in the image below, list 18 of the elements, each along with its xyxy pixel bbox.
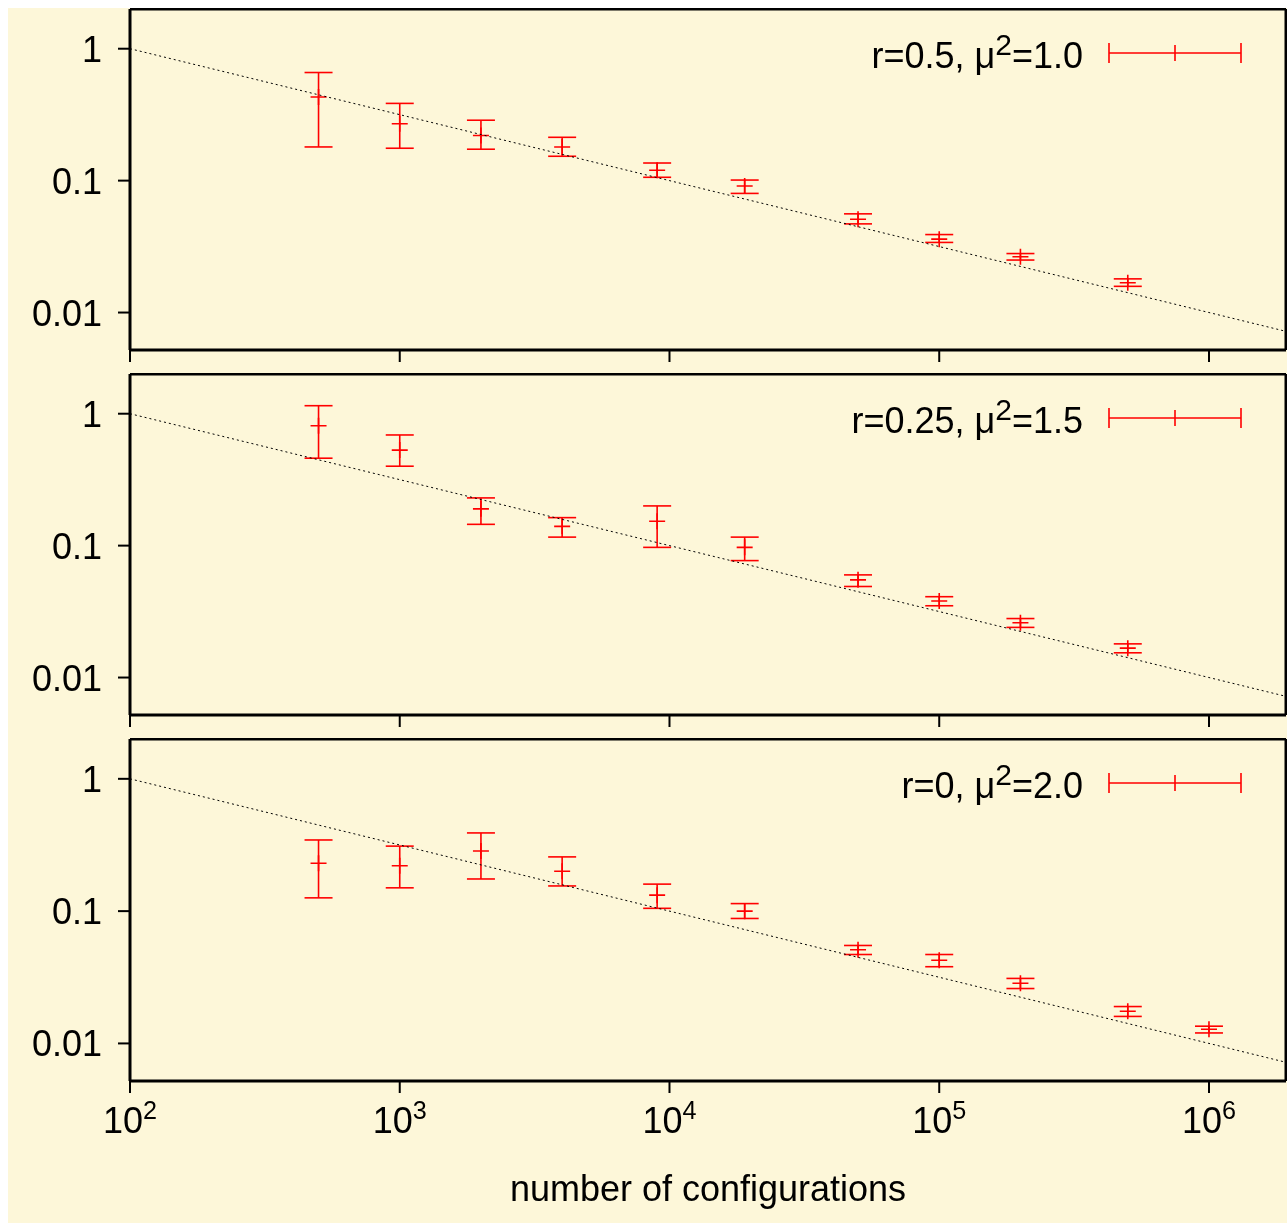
y-tick-label: 1 [81, 393, 102, 435]
y-tick-label: 0.1 [51, 160, 102, 202]
legend-label: r=0.25, μ$^{2}$=1.5 [851, 393, 1083, 442]
legend-label: r=0.5, μ$^{2}$=1.0 [871, 28, 1083, 77]
y-tick-label: 1 [81, 28, 102, 70]
y-tick-label: 0.01 [31, 1023, 102, 1065]
y-tick-label: 0.1 [51, 891, 102, 933]
x-tick-label: 10$^{2}$ [102, 1096, 158, 1141]
legend-label: r=0, μ$^{2}$=2.0 [901, 758, 1083, 807]
y-tick-label: 1 [81, 758, 102, 800]
x-tick-label: 10$^{4}$ [642, 1096, 697, 1141]
y-tick-label: 0.01 [31, 657, 102, 699]
x-axis-title: number of configurations [509, 1168, 907, 1209]
y-tick-label: 0.1 [51, 525, 102, 567]
x-tick-label: 10$^{3}$ [372, 1096, 427, 1141]
y-tick-label: 0.01 [31, 292, 102, 334]
x-tick-label: 10$^{5}$ [912, 1096, 967, 1141]
x-tick-label: 10$^{6}$ [1181, 1096, 1236, 1141]
